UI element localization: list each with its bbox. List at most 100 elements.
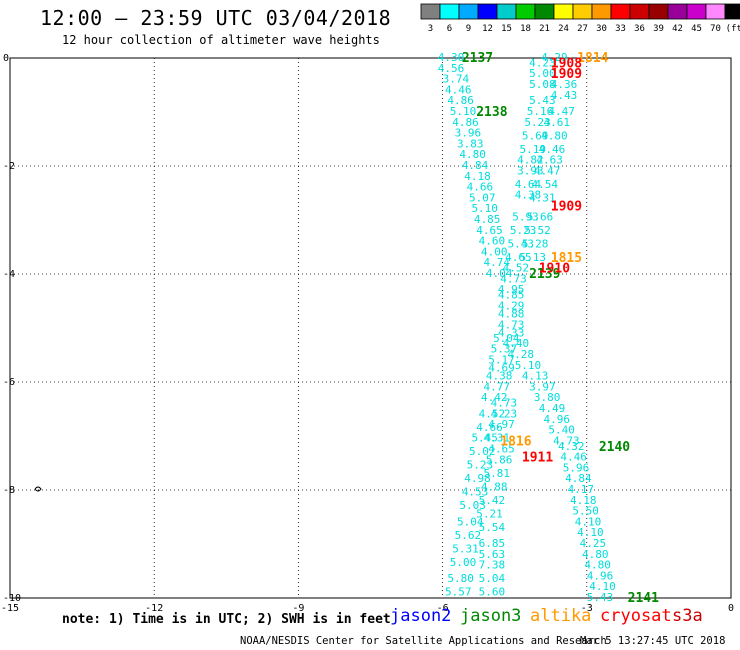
swh-value: 5.40 [548,424,575,437]
credit-line: NOAA/NESDIS Center for Satellite Applica… [240,635,607,647]
swh-value: 4.18 [464,170,491,183]
y-tick-label: -2 [3,161,15,172]
colorbar-label: 30 [596,24,607,34]
y-tick-label: 0 [3,53,9,64]
swh-value: 4.23 [529,56,556,69]
pass-time-label: 1910 [539,262,570,277]
swh-value: 5.57 [445,586,472,599]
colorbar-label: 21 [539,24,550,34]
pass-time-label: 1816 [500,434,531,449]
swh-value: 4.86 [447,94,474,107]
swh-value: 5.16 [527,105,554,118]
y-tick-label: -8 [3,485,15,496]
swh-value: 5.43 [529,94,556,107]
y-tick-label: -6 [3,377,15,388]
swh-value: 4.96 [544,413,571,426]
swh-value: 4.73 [553,434,580,447]
swh-value: 4.52 [479,407,506,420]
swh-value: 5.50 [572,505,599,518]
x-tick-label: 0 [728,603,734,614]
x-tick-label: -12 [145,603,163,614]
colorbar-label: 27 [577,24,588,34]
swh-value: 4.28 [507,348,534,361]
swh-value: 4.73 [498,318,525,331]
swh-value: 5.04 [457,515,484,528]
swh-value: 4.64 [515,178,542,191]
swh-value: 5.96 [563,461,590,474]
y-tick-label: -4 [3,269,15,280]
swh-value: 5.80 [447,572,474,585]
colorbar-label: 12 [482,24,493,34]
swh-value: 4.38 [486,370,513,383]
swh-value: 5.23 [510,224,536,237]
colorbar-label: 24 [558,24,569,34]
swh-value: 4.43 [551,89,578,102]
swh-value: 5.54 [479,521,506,534]
pass-time-label: 1815 [551,251,582,266]
swh-value: 4.84 [462,159,489,172]
swh-value: 4.73 [500,272,527,285]
swh-value: 5.69 [522,129,549,142]
pass-time-label: 2137 [462,51,493,66]
swh-value: 5.45 [471,432,498,445]
legend-s3a: s3a [672,606,703,626]
swh-value: 4.38 [515,189,542,202]
swh-value: 4.25 [580,537,607,550]
swh-value: 5.31 [452,542,479,555]
pass-time-label: 2139 [529,267,560,282]
swh-value: 4.88 [481,480,508,493]
pass-time-label: 1909 [551,67,582,82]
swh-value: 4.95 [498,283,525,296]
swh-value: 5.43 [587,591,614,604]
swh-value: 4.84 [565,472,592,485]
swh-value: 5.00 [450,556,477,569]
swh-value: 4.46 [539,143,566,156]
swh-value: 4.00 [481,245,508,258]
y-tick-label: -10 [3,593,21,604]
swh-value: 5.17 [488,353,514,366]
swh-value: 3.80 [534,391,561,404]
swh-value: 4.97 [488,418,514,431]
swh-value: 4.61 [544,116,571,129]
swh-value: 4.80 [584,559,611,572]
swh-value: 4.36 [551,78,578,91]
swh-value: 4.80 [582,548,609,561]
page-subtitle: 12 hour collection of altimeter wave hei… [62,33,380,47]
swh-value: 4.82 [517,154,544,167]
swh-value: 6.85 [479,537,506,550]
pass-time-label: 2140 [599,440,630,455]
swh-value: 5.23 [524,116,551,129]
swh-value: 5.63 [479,548,506,561]
swh-value: 4.47 [534,164,561,177]
swh-value: 4.04 [486,267,513,280]
swh-value: 5.43 [507,237,534,250]
swh-value: 7.38 [479,559,506,572]
swh-value: 4.73 [491,397,517,410]
swh-value: 5.10 [450,105,477,118]
swh-value: 4.65 [476,224,503,237]
swh-value: 5.04 [493,332,520,345]
colorbar-label: 18 [520,24,531,34]
swh-value: 4.66 [476,421,503,434]
swh-value: 4.18 [570,494,597,507]
swh-value: 4.74 [483,256,510,269]
swh-value: 4.80 [459,148,486,161]
legend-cryosat: cryosat [600,606,672,626]
colorbar-label: 45 [691,24,702,34]
swh-value: 4.47 [548,105,575,118]
swh-value: 3.83 [457,137,484,150]
swh-value: 4.53 [462,486,489,499]
swh-value: 5.86 [486,453,513,466]
swh-value: 5.03 [459,499,486,512]
page-title: 12:00 – 23:59 UTC 03/04/2018 [40,6,392,30]
plot-frame [9,57,732,599]
swh-value: 5.60 [479,586,506,599]
swh-value: 5.42 [479,494,506,507]
colorbar-label: 9 [466,24,471,34]
swh-value: 4.56 [438,62,465,75]
swh-value: 5.62 [455,529,482,542]
swh-value: 4.66 [467,181,494,194]
swh-value: 4.10 [589,580,616,593]
swh-value: 4.49 [539,402,566,415]
